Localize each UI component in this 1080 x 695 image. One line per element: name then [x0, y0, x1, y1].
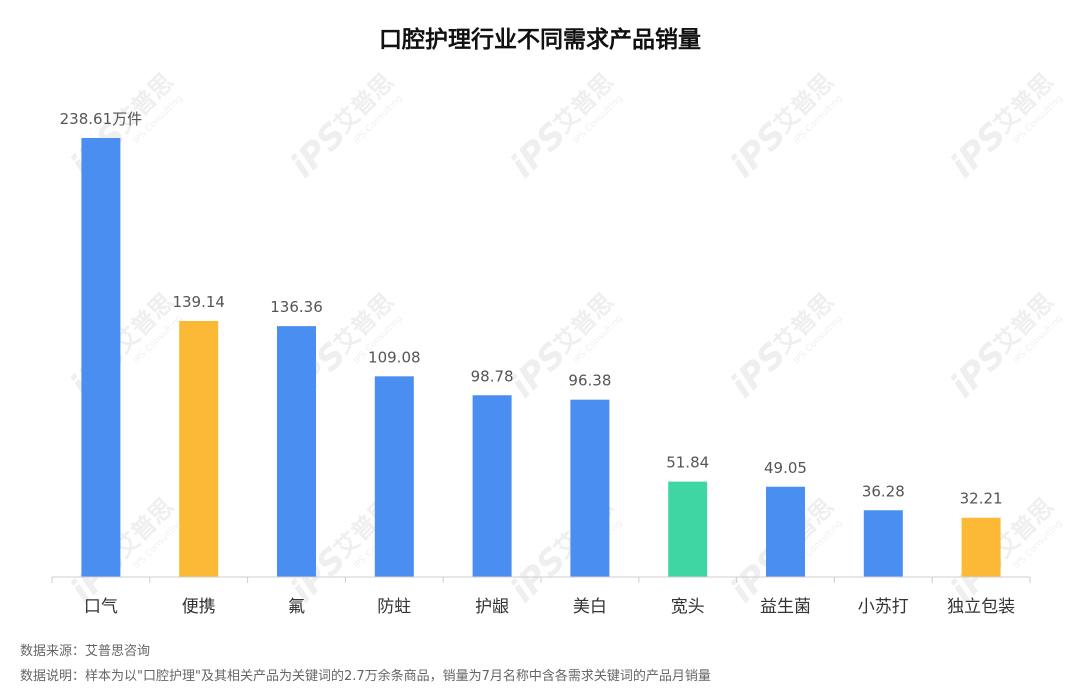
- bar: [472, 395, 512, 577]
- category-labels-layer: 口气 便携 氟 防蛀 护龈 美白 宽头 益生菌 小苏打 独立包装: [84, 597, 1015, 617]
- bar: [374, 376, 414, 577]
- value-label: 109.08: [368, 348, 421, 366]
- data-description-note: 数据说明：样本为以"口腔护理"及其相关产品为关键词的2.7万余条商品，销量为7月…: [20, 669, 711, 684]
- value-label: 238.61万件: [60, 110, 143, 128]
- bar: [570, 399, 610, 577]
- value-label: 136.36: [270, 298, 323, 316]
- bar: [179, 321, 219, 577]
- bar: [277, 326, 316, 577]
- category-label: 护龈: [475, 597, 509, 617]
- category-label: 氟: [288, 597, 305, 617]
- value-label: 98.78: [471, 367, 514, 385]
- value-label: 49.05: [764, 459, 807, 477]
- bar: [961, 517, 1001, 577]
- category-label: 独立包装: [947, 597, 1015, 617]
- category-label: 小苏打: [858, 597, 909, 617]
- data-source-note: 数据来源：艾普思咨询: [20, 644, 151, 659]
- value-label: 96.38: [568, 372, 611, 390]
- x-axis-ticks: [51, 577, 1031, 583]
- value-labels-layer: 238.61万件 139.14 136.36 109.08 98.78 96.38 51.8…: [60, 110, 1003, 508]
- bar: [766, 486, 805, 577]
- bar: [863, 510, 903, 577]
- value-label: 51.84: [666, 454, 709, 472]
- bar: [81, 138, 121, 577]
- value-label: 139.14: [172, 293, 225, 311]
- category-label: 口气: [84, 597, 118, 617]
- chart-title: 口腔护理行业不同需求产品销量: [379, 27, 701, 53]
- category-label: 益生菌: [760, 597, 811, 617]
- category-label: 便携: [182, 597, 216, 617]
- value-label: 36.28: [862, 482, 905, 500]
- category-label: 美白: [573, 597, 607, 617]
- category-label: 防蛀: [377, 597, 411, 617]
- bars-layer: [81, 138, 1001, 577]
- category-label: 宽头: [671, 597, 705, 617]
- value-label: 32.21: [960, 490, 1003, 508]
- bar: [668, 481, 708, 577]
